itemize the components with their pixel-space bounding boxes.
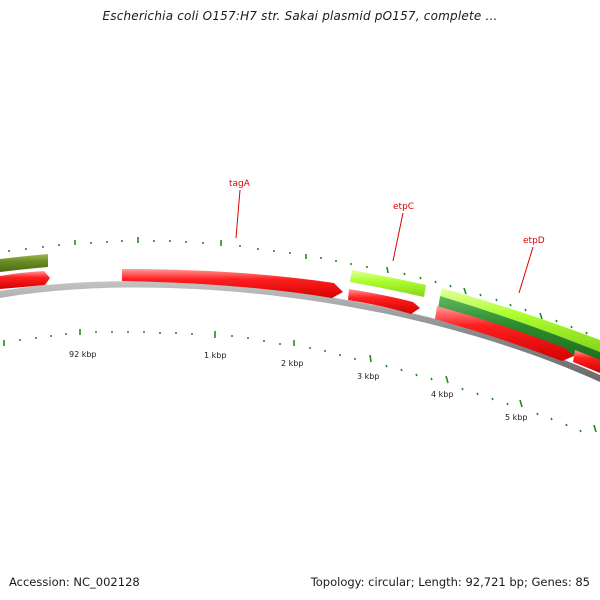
gene-label-etpC-group: etpC — [392, 202, 414, 262]
reverse-gene-etpD-region[interactable] — [435, 306, 574, 361]
reverse-gene-etpC-region[interactable] — [348, 289, 420, 314]
gene-label-tagA-group: tagA — [229, 179, 251, 239]
forward-gene-etpD-light[interactable] — [440, 288, 600, 352]
scale-label-1kbp: 1 kbp — [204, 351, 226, 360]
gene-label-tagA: tagA — [229, 179, 251, 189]
gene-label-etpD: etpD — [523, 236, 545, 246]
scale-label-3kbp: 3 kbp — [357, 372, 379, 381]
etpC-leader-line — [392, 212, 404, 262]
reverse-gene-left[interactable] — [0, 271, 50, 289]
scale-label-92kbp: 92 kbp — [69, 350, 97, 359]
tagA-leader-line — [235, 189, 241, 239]
topology-summary: Topology: circular; Length: 92,721 bp; G… — [310, 575, 590, 589]
outer-tick-ring — [8, 237, 588, 335]
scale-labels: 92 kbp 1 kbp 2 kbp 3 kbp 4 kbp 5 kbp — [69, 350, 527, 422]
scale-label-2kbp: 2 kbp — [281, 359, 303, 368]
map-title: Escherichia coli O157:H7 str. Sakai plas… — [102, 9, 498, 23]
inner-tick-ring — [3, 329, 597, 433]
scale-label-4kbp: 4 kbp — [431, 390, 453, 399]
reverse-gene-tagA-region[interactable] — [122, 269, 343, 298]
gene-label-etpD-group: etpD — [518, 236, 545, 294]
forward-gene-etpC[interactable] — [350, 270, 426, 297]
accession-label: Accession: NC_002128 — [9, 575, 140, 589]
scale-label-5kbp: 5 kbp — [505, 413, 527, 422]
etpD-leader-line — [518, 246, 534, 294]
forward-gene-olive[interactable] — [0, 254, 48, 272]
gene-label-etpC: etpC — [393, 202, 414, 212]
reverse-gene-right[interactable] — [573, 350, 600, 373]
